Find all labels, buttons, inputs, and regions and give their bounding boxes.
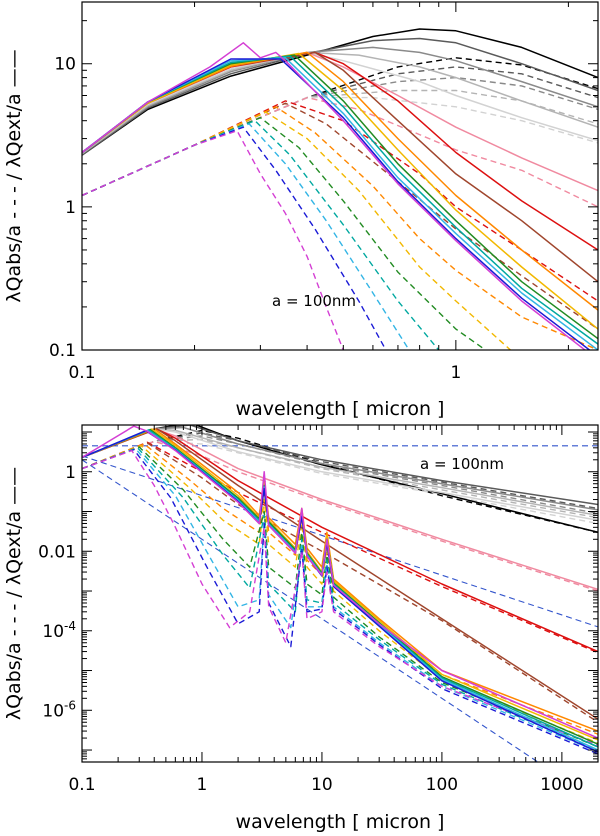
series-line-ext-10: [82, 52, 598, 330]
x-axis-label: wavelength [ micron ]: [236, 811, 445, 833]
series-line-abs-13: [82, 123, 410, 350]
series-line-abs-14: [82, 448, 598, 755]
x-tick-label: 1: [197, 775, 208, 795]
series-line-abs-4: [82, 89, 598, 197]
y-tick-label: 10-4: [42, 619, 76, 642]
size-annotation: a = 100nm: [420, 455, 504, 473]
series-line-abs-10: [82, 111, 511, 350]
y-axis-label: λQabs/a - - - / λQext/a ——: [3, 467, 25, 720]
series-line-ext-14: [82, 58, 591, 350]
series-line-abs-11: [82, 446, 598, 748]
series-line-abs-10: [82, 444, 598, 744]
x-tick-label: 100: [426, 775, 458, 795]
x-tick-label: 1: [450, 363, 461, 383]
series-line-abs-9: [82, 106, 598, 350]
y-tick-label: 0.1: [49, 341, 76, 361]
series-line-abs-12: [82, 447, 598, 751]
y-tick-label: 1: [65, 198, 76, 218]
chart-panel-bottom: 0.1 1 10 100 1000 1 0.01 10-4 10-6 wavelength [ m…: [3, 424, 599, 833]
y-tick-label: 0.01: [38, 542, 76, 562]
plot-area: [82, 425, 598, 762]
series-line-abs-13: [82, 448, 598, 753]
series-line-abs-5: [82, 96, 598, 197]
series-line-ext-1: [82, 28, 598, 156]
series-line-abs-8: [82, 102, 598, 330]
x-tick-label: 0.1: [68, 775, 95, 795]
series-line-ext-4: [82, 51, 598, 155]
chart-panel-top: 0.1 1 0.1 1 10 wavelength [ micron ] λQabs/a -…: [3, 1, 599, 420]
size-annotation: a = 100nm: [272, 292, 356, 310]
series-line-ext-15: [82, 42, 587, 350]
series-line-abs-15: [82, 130, 344, 350]
x-tick-label: 0.1: [68, 363, 95, 383]
series-line-ref-lambda-inv2: [82, 459, 539, 762]
plot-area: [82, 28, 598, 350]
y-tick-label: 10: [54, 55, 76, 75]
y-tick-label: 10-6: [42, 698, 76, 721]
series-line-abs-6: [82, 440, 598, 592]
x-axis-label: wavelength [ micron ]: [236, 398, 445, 420]
series-line-ext-9: [82, 51, 598, 311]
series-line-ext-8: [82, 428, 598, 720]
series-line-abs-8: [82, 442, 598, 723]
series-line-abs-7: [82, 441, 598, 654]
plot-frame: [81, 1, 599, 351]
plot-frame: [81, 424, 599, 763]
series-line-ext-2: [82, 37, 598, 156]
y-axis-label: λQabs/a - - - / λQext/a ——: [3, 49, 25, 302]
x-tick-label: 1000: [540, 775, 583, 795]
series-line-ext-3: [82, 46, 598, 155]
series-line-abs-15: [82, 449, 598, 747]
series-line-abs-1: [82, 429, 598, 533]
y-tick-label: 1: [65, 463, 76, 483]
series-line-ref-lambda-inv: [82, 455, 598, 628]
series-line-abs-14: [82, 126, 387, 350]
series-line-ext-15: [82, 425, 598, 739]
x-tick-label: 10: [311, 775, 333, 795]
series-line-ext-5: [82, 51, 598, 154]
series-line-abs-11: [82, 117, 486, 350]
